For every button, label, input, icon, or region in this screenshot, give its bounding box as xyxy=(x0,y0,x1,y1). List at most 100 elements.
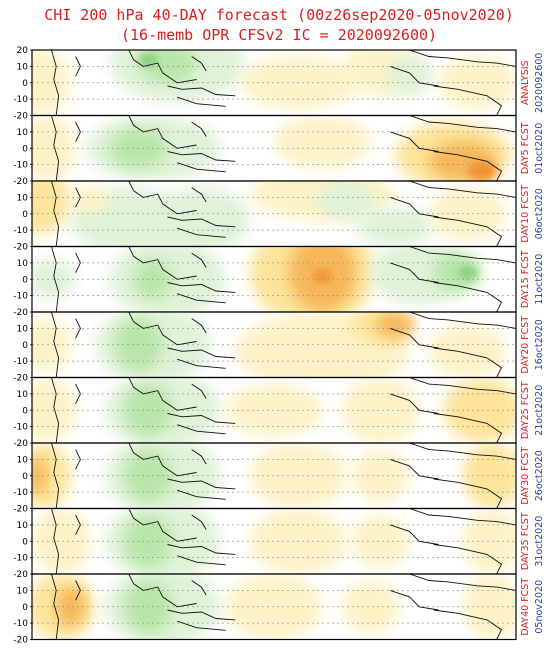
anomaly-blob xyxy=(70,187,110,214)
coastline xyxy=(75,252,81,273)
anomaly-blob xyxy=(375,312,415,339)
panel-date: 16oct2020 xyxy=(534,319,545,370)
y-tick-label: 0 xyxy=(22,406,28,416)
panel-label: DAY10 FCST xyxy=(520,185,531,243)
coastline xyxy=(390,196,439,218)
coastline xyxy=(390,131,439,152)
coastline xyxy=(409,377,516,395)
coastline xyxy=(128,50,197,84)
coastline xyxy=(409,574,516,591)
coastline xyxy=(191,580,207,596)
coastline xyxy=(128,312,197,346)
coastline xyxy=(50,115,60,181)
anomaly-blob xyxy=(356,207,434,247)
coastline xyxy=(433,609,503,640)
coastline xyxy=(390,524,439,545)
coastline xyxy=(50,181,60,247)
y-tick-label: 0 xyxy=(22,472,28,482)
coastline xyxy=(177,162,226,173)
coastline xyxy=(177,489,226,500)
y-tick-label: 0 xyxy=(22,537,28,547)
coastline xyxy=(433,544,503,574)
panel-label: DAY25 FCST xyxy=(520,381,531,439)
y-tick-label: -10 xyxy=(13,226,28,236)
anomaly-blob xyxy=(351,515,410,568)
coastline xyxy=(167,216,236,228)
y-tick-label: -20 xyxy=(13,439,28,449)
anomaly-blob xyxy=(274,115,371,168)
coastline xyxy=(433,347,503,378)
y-tick-label: -10 xyxy=(13,488,28,498)
panel-label: DAY40 FCST xyxy=(520,578,531,636)
coastline xyxy=(433,413,503,443)
coastline xyxy=(191,514,207,530)
coastline xyxy=(433,216,503,247)
panel: 10 0 -10 -20 DAY20 FCST 16oct2020 xyxy=(13,311,545,384)
anomaly-blob xyxy=(351,449,410,502)
chart-subtitle: (16-memb OPR CFSv2 IC = 2020092600) xyxy=(120,26,438,44)
coastline xyxy=(177,620,226,631)
y-tick-label: -20 xyxy=(13,636,28,646)
y-tick-label: -10 xyxy=(13,554,28,564)
coastline xyxy=(75,580,81,601)
coastline xyxy=(50,377,60,443)
y-tick-label: 0 xyxy=(22,79,28,89)
y-tick-label: 10 xyxy=(17,586,29,596)
y-tick-label: -10 xyxy=(13,161,28,171)
anomaly-blob xyxy=(317,181,376,221)
anomaly-blob xyxy=(56,587,86,627)
y-tick-label: -20 xyxy=(13,243,28,253)
coastline xyxy=(167,413,236,424)
coastline xyxy=(409,312,516,329)
panel: 20 10 0 -10 -20 ANALYSIS 2020092600 xyxy=(13,46,545,122)
y-tick-label: -10 xyxy=(13,95,28,105)
y-tick-label: 10 xyxy=(17,455,29,465)
coastline xyxy=(390,327,439,349)
coastline xyxy=(177,227,226,238)
y-tick-label: -10 xyxy=(13,423,28,433)
anomaly-blob xyxy=(467,161,497,181)
coastline xyxy=(177,293,226,304)
coastline xyxy=(50,443,60,509)
coastline xyxy=(390,589,439,611)
coastline xyxy=(75,514,81,535)
coastline xyxy=(75,187,81,208)
coastline xyxy=(75,121,81,142)
coastline xyxy=(409,181,516,198)
panel: 10 0 -10 -20 DAY5 FCST 01oct2020 xyxy=(13,114,545,187)
y-tick-label: 10 xyxy=(17,193,29,203)
coastline xyxy=(128,443,197,477)
coastline xyxy=(433,282,503,312)
coastline xyxy=(167,609,236,621)
y-tick-label: 0 xyxy=(22,275,28,285)
y-tick-label: 20 xyxy=(17,46,29,56)
coastline xyxy=(167,282,236,293)
coastline xyxy=(390,65,439,87)
anomaly-blob xyxy=(138,53,158,67)
panel-date: 21oct2020 xyxy=(534,385,545,436)
coastline xyxy=(390,458,439,480)
y-tick-label: 10 xyxy=(17,259,29,269)
anomaly-blob xyxy=(312,269,333,283)
coastline xyxy=(409,115,516,133)
coastline xyxy=(167,478,236,490)
coastline xyxy=(50,508,60,574)
coastline xyxy=(409,508,516,526)
coastline xyxy=(128,377,197,411)
anomaly-blob xyxy=(341,377,420,443)
panel-date: 26oct2020 xyxy=(534,450,545,501)
panel: 10 0 -10 -20 DAY40 FCST 05nov2020 xyxy=(13,573,545,646)
coastline xyxy=(50,312,60,378)
panel-date: 11oct2020 xyxy=(534,254,545,305)
y-tick-label: -20 xyxy=(13,177,28,187)
coastline xyxy=(128,246,197,280)
y-tick-label: 0 xyxy=(22,603,28,613)
y-tick-label: -20 xyxy=(13,112,28,122)
coastline xyxy=(50,50,60,116)
coastline xyxy=(191,252,207,268)
y-tick-label: -20 xyxy=(13,505,28,515)
coastline xyxy=(128,508,197,542)
y-tick-label: 10 xyxy=(17,521,29,531)
coastline xyxy=(177,96,226,107)
